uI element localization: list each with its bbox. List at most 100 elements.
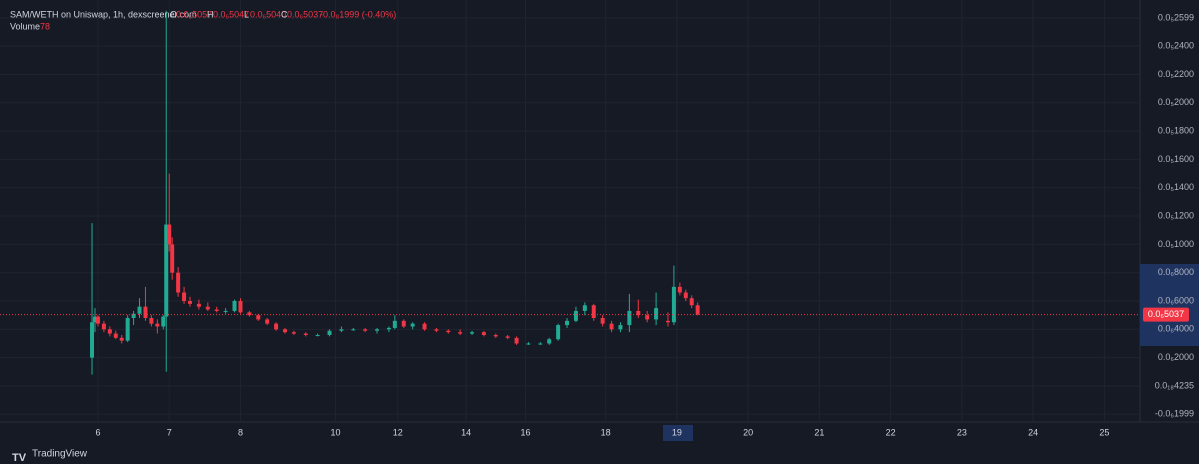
y-tick-label: -0.0₆1999 <box>1155 409 1194 419</box>
candle-body <box>188 301 192 304</box>
y-tick-label: 0.0₆2000 <box>1158 352 1194 362</box>
candle-body <box>303 333 308 335</box>
candle-body <box>182 292 187 302</box>
candle-body <box>238 301 243 313</box>
ohlc-value: 0.0₆5057 <box>176 9 212 19</box>
candle-body <box>609 323 614 330</box>
candle-body <box>683 292 688 299</box>
candle-body <box>205 306 210 310</box>
y-tick-label: 0.0₅1400 <box>1158 182 1194 192</box>
candle-body <box>363 329 368 331</box>
ohlc-key: L <box>244 9 249 19</box>
candle-body <box>232 301 237 311</box>
candle-body <box>265 319 270 324</box>
candle-body <box>214 309 219 311</box>
volume-label: Volume <box>10 21 40 31</box>
y-tick-label: 0.0₅2000 <box>1158 97 1194 107</box>
candle-body <box>375 329 380 331</box>
change: -0.0₈1999 (-0.40%) <box>320 9 396 19</box>
candle-body <box>107 329 112 334</box>
x-tick-label: 19 <box>672 427 682 437</box>
candle-body <box>167 224 172 245</box>
x-tick-label: 22 <box>886 427 896 437</box>
candle-body <box>93 316 97 323</box>
candle-body <box>410 323 415 327</box>
candle-body <box>101 323 106 330</box>
candle-body <box>600 318 605 324</box>
candle-body <box>505 336 510 338</box>
brand: TradingView <box>32 449 88 460</box>
candle-body <box>161 316 166 327</box>
candle-body <box>645 315 650 320</box>
candle-body <box>689 298 694 306</box>
x-tick-label: 25 <box>1099 427 1109 437</box>
x-tick-label: 20 <box>743 427 753 437</box>
candle-body <box>446 330 451 333</box>
candle-body <box>671 286 676 323</box>
candle-body <box>223 310 228 312</box>
x-tick-label: 12 <box>393 427 403 437</box>
ohlc-value: 0.0₆5037 <box>287 9 323 19</box>
candle-body <box>458 332 463 334</box>
candle-body <box>434 329 439 331</box>
x-tick-label: 7 <box>167 427 172 437</box>
candle-body <box>149 318 154 324</box>
ohlc-value: 0.0₆5047 <box>213 9 249 19</box>
ohlc-value: 0.0₆5040 <box>250 9 286 19</box>
y-tick-label: 0.0₅1600 <box>1158 154 1194 164</box>
x-tick-label: 23 <box>957 427 967 437</box>
candle-body <box>401 320 406 327</box>
candle-body <box>113 333 118 338</box>
brand-logo: TV <box>12 452 27 464</box>
candle-body <box>582 305 587 311</box>
ohlc-key: O <box>170 9 177 19</box>
candle-body <box>95 316 100 324</box>
y-tick-label: 0.0₆4000 <box>1158 324 1194 334</box>
x-tick-label: 24 <box>1028 427 1038 437</box>
candle-body <box>291 332 296 334</box>
candle-body <box>493 334 498 337</box>
last-price-label: 0.0₆5037 <box>1148 309 1184 319</box>
y-tick-label: 0.0₅1200 <box>1158 210 1194 220</box>
y-tick-label: 0.0₅2400 <box>1158 41 1194 51</box>
candle-body <box>565 320 570 326</box>
candle-body <box>665 320 670 323</box>
candle-body <box>514 337 519 344</box>
candle-body <box>618 325 623 330</box>
candle-body <box>247 312 252 316</box>
y-tick-label: 0.0₅1000 <box>1158 239 1194 249</box>
x-tick-label: 14 <box>461 427 471 437</box>
candle-body <box>274 323 279 330</box>
candle-body <box>627 310 632 326</box>
last-price-box <box>1143 307 1189 322</box>
candle-body <box>677 286 682 293</box>
chart-title: SAM/WETH on Uniswap, 1h, dexscreener.com <box>10 9 197 19</box>
y-tick-label: 0.0₆8000 <box>1158 267 1194 277</box>
candle-body <box>315 334 320 336</box>
y-tick-label: 0.0₅2200 <box>1158 69 1194 79</box>
candle-body <box>176 272 181 293</box>
y-tick-label: 0.0₁₈4235 <box>1155 380 1194 390</box>
x-tick-label: 6 <box>95 427 100 437</box>
candle-body <box>283 329 287 333</box>
candle-body <box>327 330 332 335</box>
volume-value: 78 <box>40 21 50 31</box>
candle-body <box>573 310 578 321</box>
candle-body <box>131 313 136 319</box>
ohlc-key: H <box>207 9 214 19</box>
x-tick-label: 16 <box>520 427 530 437</box>
candle-body <box>256 315 261 320</box>
x-tick-label: 8 <box>238 427 243 437</box>
candle-body <box>339 329 344 331</box>
axis-highlight <box>1140 264 1199 346</box>
candle-body <box>526 343 531 345</box>
y-tick-label: 0.0₆6000 <box>1158 295 1194 305</box>
candle-body <box>547 339 552 344</box>
candle-body <box>470 332 475 334</box>
candle-body <box>137 306 142 314</box>
candle-body <box>538 343 543 345</box>
candle-body <box>143 306 148 319</box>
